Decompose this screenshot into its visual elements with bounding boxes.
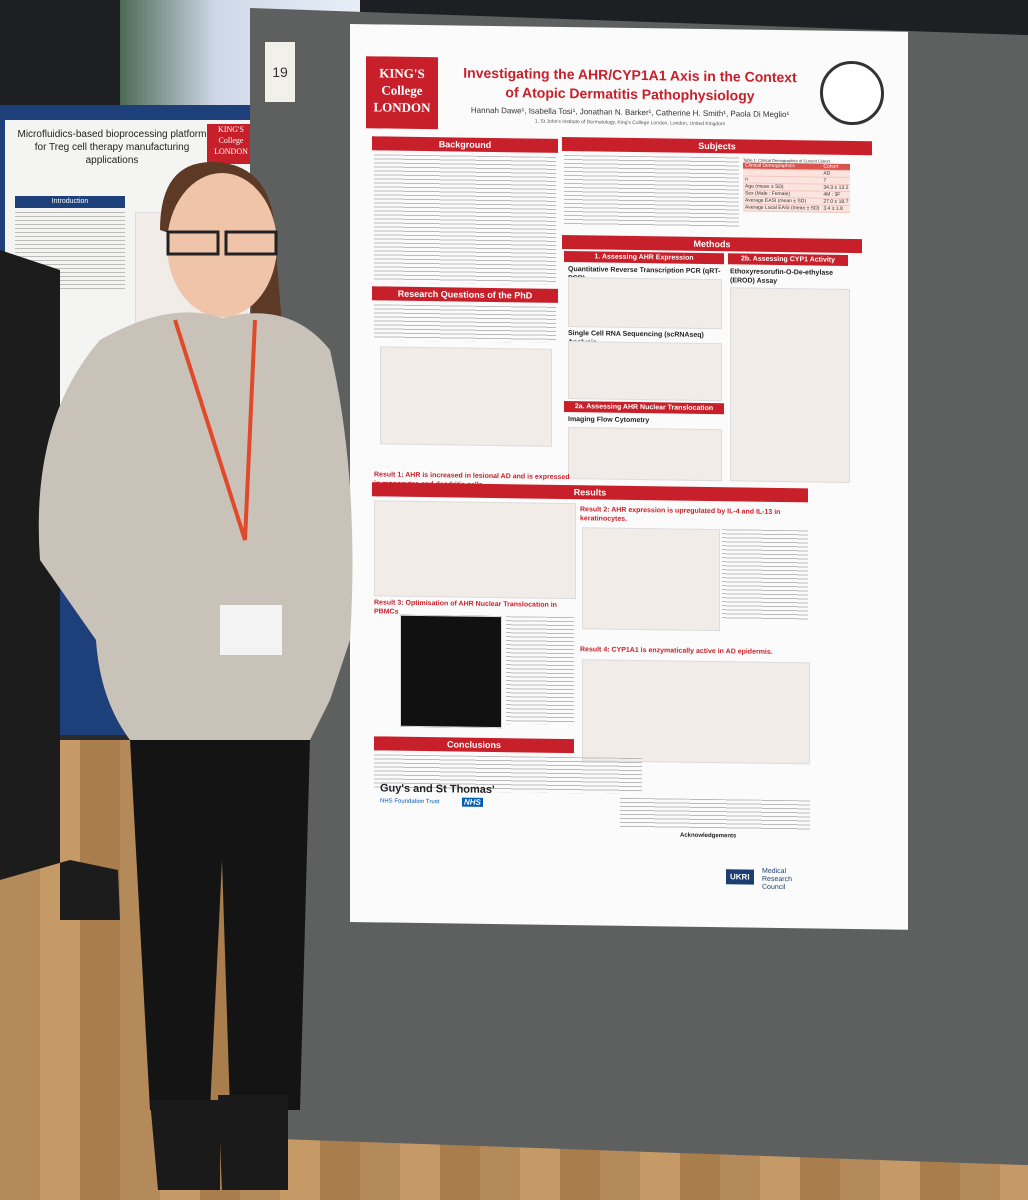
logo-line: KING'S <box>218 125 244 134</box>
glasses <box>166 230 278 256</box>
shoes <box>150 1095 288 1190</box>
name-badge <box>220 605 282 655</box>
face <box>167 173 277 317</box>
side-logo: KING'S College LONDON <box>207 124 255 164</box>
lanyard <box>173 319 257 541</box>
board-number: 19 <box>265 42 295 102</box>
sweater <box>38 312 353 740</box>
logo-line: College <box>218 136 244 145</box>
side-poster-title: Microfluidics-based bioprocessing platfo… <box>17 129 207 166</box>
trousers <box>130 740 310 1110</box>
logo-line: LONDON <box>214 147 248 156</box>
side-section-header: Introduction <box>15 196 125 208</box>
